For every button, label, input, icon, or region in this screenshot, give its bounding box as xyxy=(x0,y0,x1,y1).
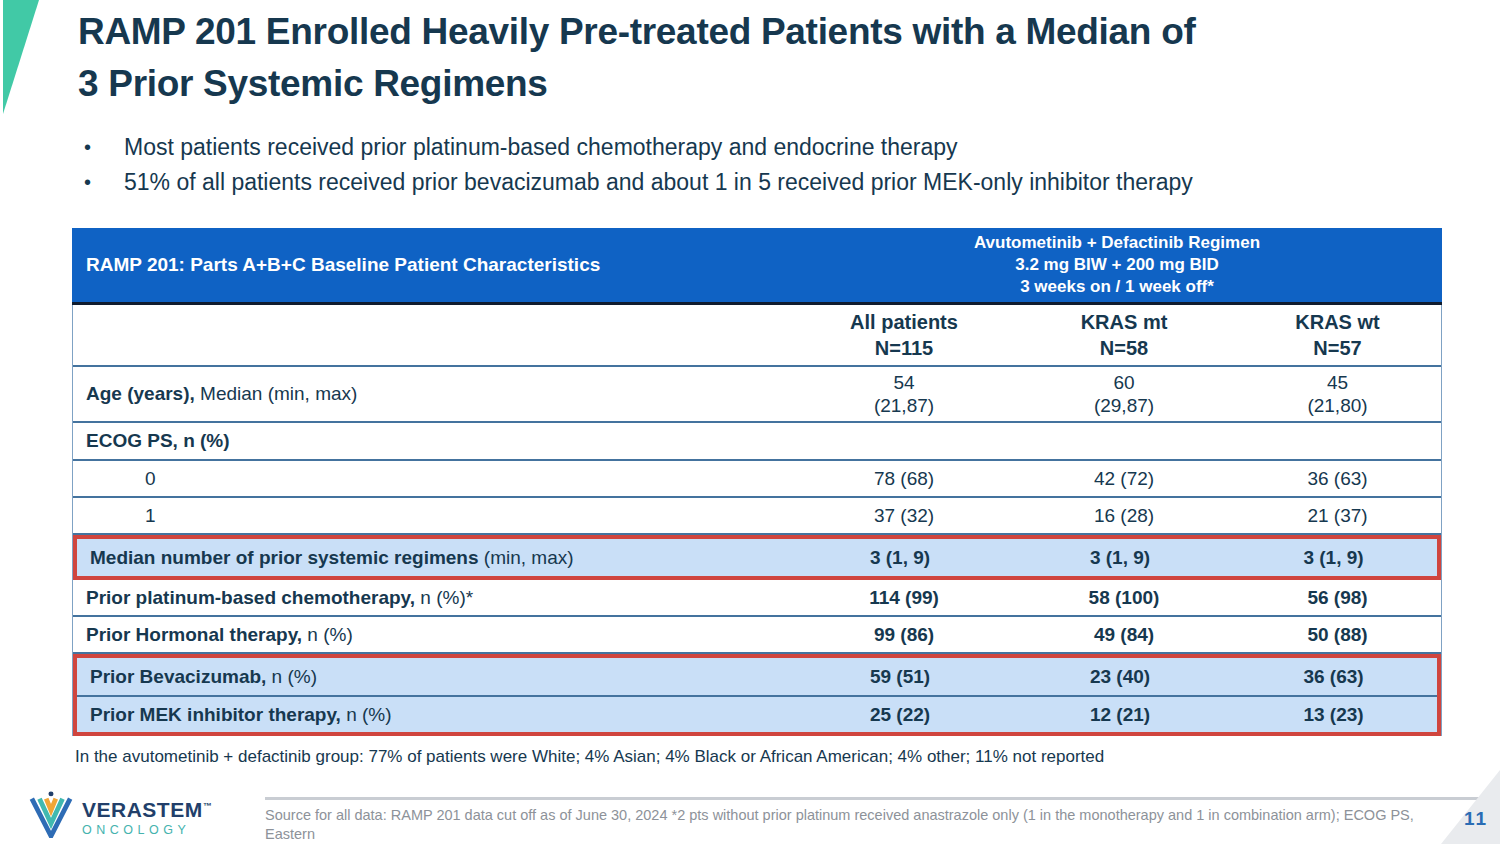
row-label: 1 xyxy=(73,505,794,527)
slide: RAMP 201 Enrolled Heavily Pre-treated Pa… xyxy=(0,0,1500,844)
column-n: N=57 xyxy=(1234,335,1441,361)
column-n: N=115 xyxy=(794,335,1014,361)
source-note: Source for all data: RAMP 201 data cut o… xyxy=(265,806,1455,844)
column-header-row: All patients N=115 KRAS mt N=58 KRAS wt … xyxy=(73,305,1441,367)
column-header-kras-mt: KRAS mt N=58 xyxy=(1014,309,1234,361)
row-label: Age (years), Median (min, max) xyxy=(73,383,794,405)
cell-value: 21 (37) xyxy=(1234,505,1441,527)
cell-value: 42 (72) xyxy=(1014,468,1234,490)
cell-value: 78 (68) xyxy=(794,468,1014,490)
bullet-icon: • xyxy=(82,130,124,165)
cell-value: 114 (99) xyxy=(794,587,1014,609)
cell-value: 60 (29,87) xyxy=(1014,371,1234,417)
bullet-list: • Most patients received prior platinum-… xyxy=(82,130,1442,200)
table-row-prior-bevacizumab: Prior Bevacizumab, n (%) 59 (51) 23 (40)… xyxy=(77,658,1437,695)
table-row-ecog-0: 0 78 (68) 42 (72) 36 (63) xyxy=(73,461,1441,498)
table-header-row: RAMP 201: Parts A+B+C Baseline Patient C… xyxy=(72,228,1442,305)
column-header-all-patients: All patients N=115 xyxy=(794,309,1014,361)
cell-value: 3 (1, 9) xyxy=(1010,547,1230,569)
logo-name: VERASTEM™ xyxy=(82,794,212,822)
highlight-box-bev-mek: Prior Bevacizumab, n (%) 59 (51) 23 (40)… xyxy=(73,654,1441,736)
cell-value: 59 (51) xyxy=(790,666,1010,688)
row-label: 0 xyxy=(73,468,794,490)
table-body: All patients N=115 KRAS mt N=58 KRAS wt … xyxy=(72,305,1442,736)
bullet-icon: • xyxy=(82,165,124,200)
cell-value: 13 (23) xyxy=(1230,704,1437,726)
table-header-regimen: Avutometinib + Defactinib Regimen 3.2 mg… xyxy=(792,232,1442,298)
cell-value: 99 (86) xyxy=(794,624,1014,646)
cell-value: 36 (63) xyxy=(1230,666,1437,688)
bullet-text: 51% of all patients received prior bevac… xyxy=(124,165,1193,200)
baseline-characteristics-table: RAMP 201: Parts A+B+C Baseline Patient C… xyxy=(72,228,1442,736)
cell-value: 12 (21) xyxy=(1010,704,1230,726)
table-row-median-regimens: Median number of prior systemic regimens… xyxy=(77,539,1437,576)
highlight-box-median-regimens: Median number of prior systemic regimens… xyxy=(73,535,1441,580)
table-footnote: In the avutometinib + defactinib group: … xyxy=(75,747,1455,767)
cell-value: 45 (21,80) xyxy=(1234,371,1441,417)
bullet-text: Most patients received prior platinum-ba… xyxy=(124,130,958,165)
bullet-item: • Most patients received prior platinum-… xyxy=(82,130,1442,165)
table-row-prior-mek: Prior MEK inhibitor therapy, n (%) 25 (2… xyxy=(77,695,1437,732)
slide-title-line2: 3 Prior Systemic Regimens xyxy=(78,58,1458,110)
source-line1: Source for all data: RAMP 201 data cut o… xyxy=(265,806,1455,844)
row-label: ECOG PS, n (%) xyxy=(73,430,1441,452)
regimen-line1: Avutometinib + Defactinib Regimen xyxy=(792,232,1442,254)
column-label: KRAS mt xyxy=(1014,309,1234,335)
table-row-ecog-1: 1 37 (32) 16 (28) 21 (37) xyxy=(73,498,1441,535)
page-number: 11 xyxy=(1464,808,1488,830)
cell-value: 37 (32) xyxy=(794,505,1014,527)
verastem-logo-icon xyxy=(28,790,74,838)
cell-value: 3 (1, 9) xyxy=(1230,547,1437,569)
column-label: All patients xyxy=(794,309,1014,335)
cell-value: 54 (21,87) xyxy=(794,371,1014,417)
table-row-ecog: ECOG PS, n (%) xyxy=(73,423,1441,461)
table-row-prior-platinum: Prior platinum-based chemotherapy, n (%)… xyxy=(73,580,1441,617)
verastem-logo-text: VERASTEM™ ONCOLOGY xyxy=(82,790,212,838)
cell-value: 36 (63) xyxy=(1234,468,1441,490)
cell-value: 56 (98) xyxy=(1234,587,1441,609)
cell-value: 25 (22) xyxy=(790,704,1010,726)
logo-subtitle: ONCOLOGY xyxy=(82,822,212,838)
trademark-symbol: ™ xyxy=(203,801,213,811)
table-row-age: Age (years), Median (min, max) 54 (21,87… xyxy=(73,367,1441,423)
row-label: Prior Hormonal therapy, n (%) xyxy=(73,624,794,646)
table-header-title: RAMP 201: Parts A+B+C Baseline Patient C… xyxy=(72,254,792,276)
slide-title-line1: RAMP 201 Enrolled Heavily Pre-treated Pa… xyxy=(78,6,1458,58)
cell-value: 16 (28) xyxy=(1014,505,1234,527)
row-label: Prior platinum-based chemotherapy, n (%)… xyxy=(73,587,794,609)
cell-value: 49 (84) xyxy=(1014,624,1234,646)
bullet-item: • 51% of all patients received prior bev… xyxy=(82,165,1442,200)
slide-title: RAMP 201 Enrolled Heavily Pre-treated Pa… xyxy=(78,6,1458,110)
row-label: Prior MEK inhibitor therapy, n (%) xyxy=(77,704,790,726)
row-label: Median number of prior systemic regimens… xyxy=(77,547,790,569)
table-row-prior-hormonal: Prior Hormonal therapy, n (%) 99 (86) 49… xyxy=(73,617,1441,654)
footer-divider xyxy=(265,797,1500,800)
column-header-kras-wt: KRAS wt N=57 xyxy=(1234,309,1441,361)
row-label: Prior Bevacizumab, n (%) xyxy=(77,666,790,688)
cell-value: 50 (88) xyxy=(1234,624,1441,646)
cell-value: 23 (40) xyxy=(1010,666,1230,688)
regimen-line2: 3.2 mg BIW + 200 mg BID xyxy=(792,254,1442,276)
column-label: KRAS wt xyxy=(1234,309,1441,335)
column-n: N=58 xyxy=(1014,335,1234,361)
cell-value: 58 (100) xyxy=(1014,587,1234,609)
regimen-line3: 3 weeks on / 1 week off* xyxy=(792,276,1442,298)
corner-accent-triangle xyxy=(3,0,39,114)
verastem-logo: VERASTEM™ ONCOLOGY xyxy=(28,790,212,838)
cell-value: 3 (1, 9) xyxy=(790,547,1010,569)
